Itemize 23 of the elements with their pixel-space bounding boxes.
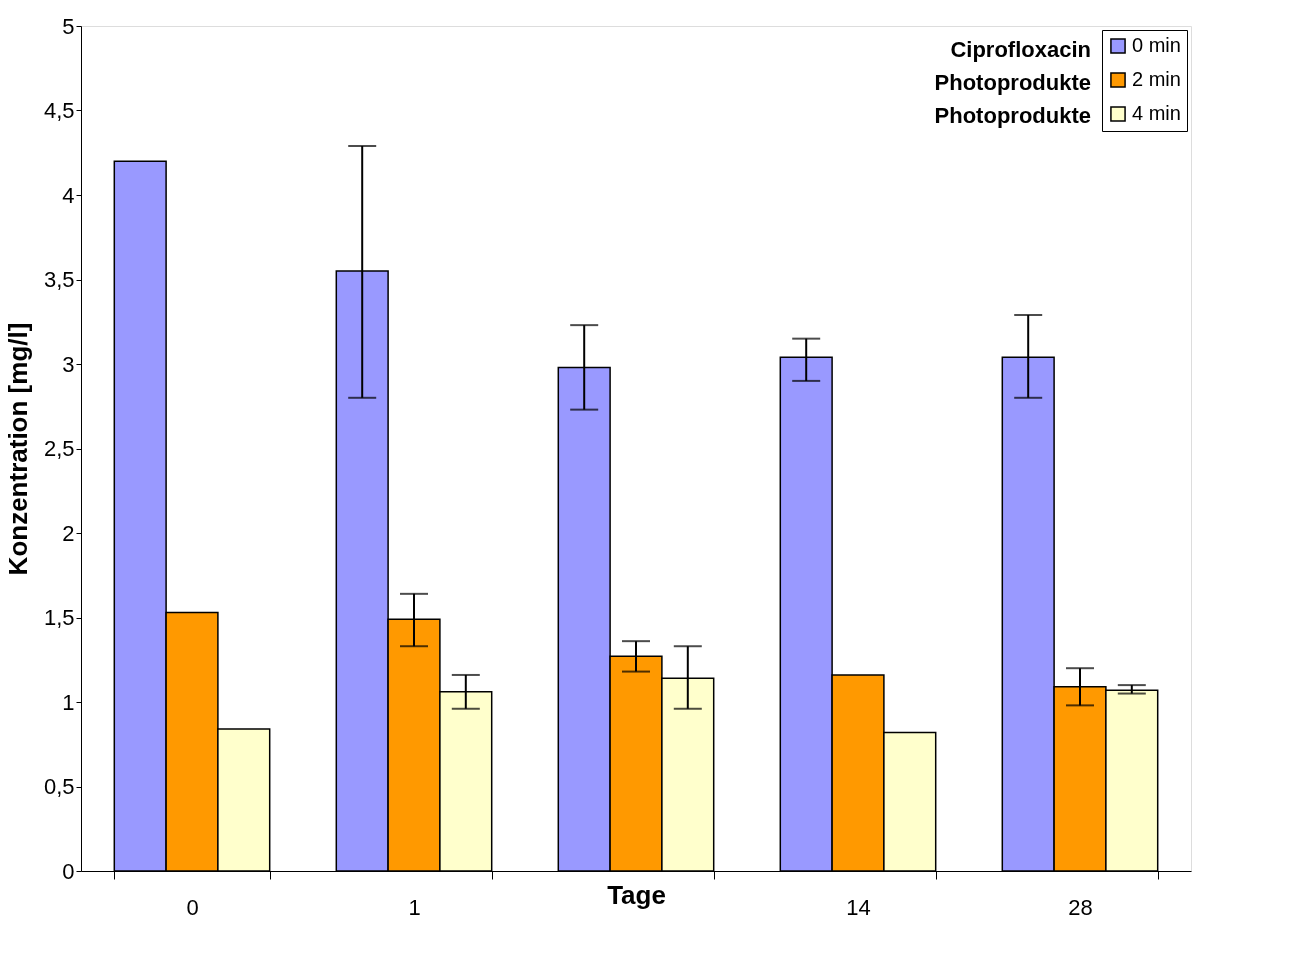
- y-tick-label: 3: [62, 351, 75, 377]
- y-tick-label: 0,5: [43, 774, 75, 799]
- y-tick-label: 4: [62, 182, 75, 208]
- x-tick-label: 1: [408, 894, 421, 920]
- legend-label: 0 min: [1132, 34, 1181, 56]
- legend-label: 4 min: [1132, 102, 1181, 124]
- y-tick-label: 1,5: [43, 605, 75, 630]
- x-axis-title: Tage: [607, 879, 666, 910]
- x-tick-label: 28: [1068, 894, 1093, 920]
- x-tick-label: 14: [846, 894, 871, 920]
- y-tick-label: 2,5: [43, 436, 75, 461]
- y-tick-label: 2: [62, 520, 75, 546]
- annotation: Photoprodukte: [934, 103, 1091, 128]
- x-tick-label: 0: [186, 894, 199, 920]
- y-tick-label: 0: [62, 858, 75, 884]
- y-tick-label: 1: [62, 689, 75, 715]
- annotation: Ciprofloxacin: [950, 37, 1091, 62]
- y-tick-label: 4,5: [43, 98, 75, 123]
- y-tick-label: 3,5: [43, 267, 75, 292]
- y-tick-label: 5: [62, 13, 75, 39]
- annotation: Photoprodukte: [934, 70, 1091, 95]
- y-axis-title: Konzentration [mg/l]: [2, 322, 33, 576]
- legend-label: 2 min: [1132, 68, 1181, 90]
